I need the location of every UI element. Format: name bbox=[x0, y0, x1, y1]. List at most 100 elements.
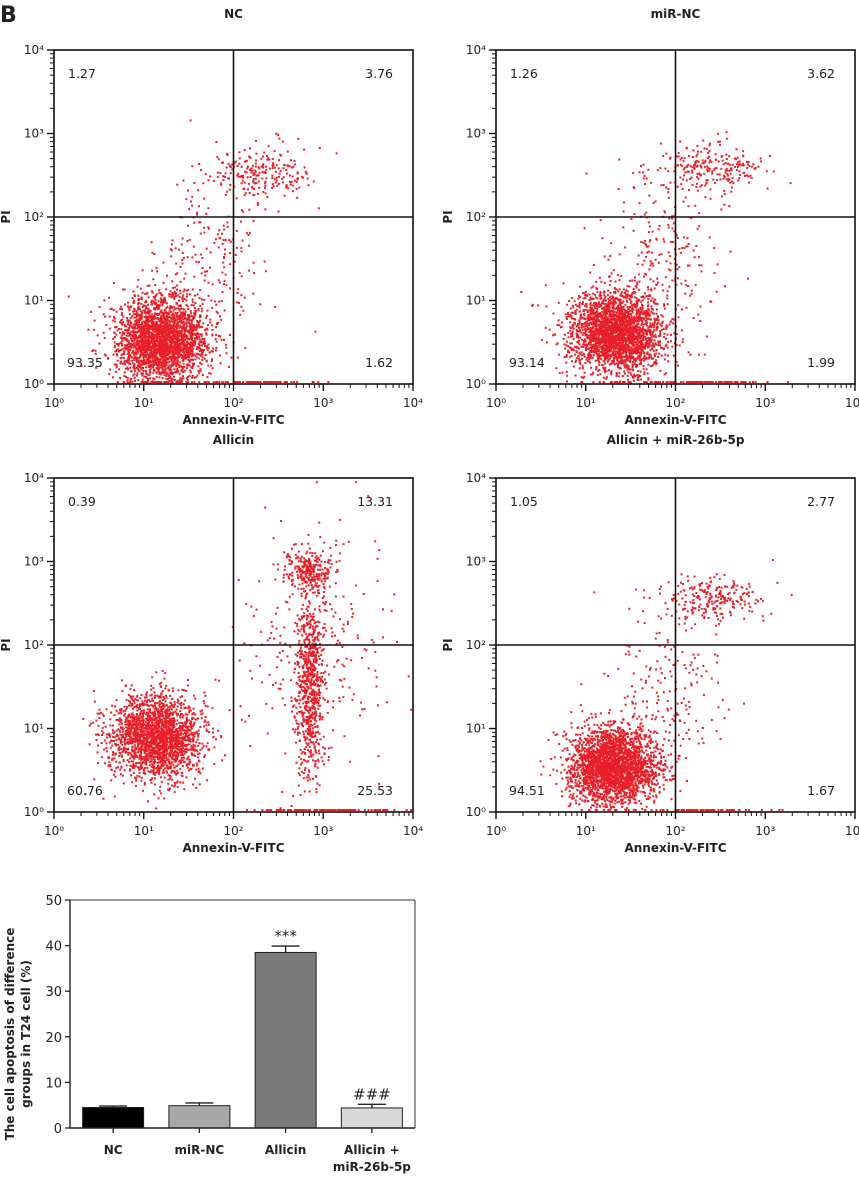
data-point bbox=[665, 328, 667, 330]
data-point bbox=[262, 166, 264, 168]
data-point bbox=[122, 289, 124, 291]
data-point bbox=[162, 313, 164, 315]
data-point bbox=[198, 353, 200, 355]
data-point bbox=[663, 328, 665, 330]
data-point bbox=[215, 326, 217, 328]
data-point bbox=[249, 169, 251, 171]
data-point bbox=[181, 349, 183, 351]
data-point bbox=[204, 345, 206, 347]
data-point bbox=[296, 181, 298, 183]
data-point bbox=[224, 176, 226, 178]
data-point bbox=[187, 352, 189, 354]
data-point bbox=[617, 291, 619, 293]
data-point bbox=[134, 380, 136, 382]
data-point bbox=[179, 373, 181, 375]
data-point bbox=[140, 351, 142, 353]
data-point bbox=[158, 319, 160, 321]
data-point bbox=[158, 305, 160, 307]
data-point bbox=[597, 349, 599, 351]
data-point bbox=[264, 187, 266, 189]
data-point bbox=[190, 334, 192, 336]
data-point bbox=[143, 362, 145, 364]
data-point bbox=[244, 194, 246, 196]
data-point bbox=[638, 341, 640, 343]
data-point bbox=[579, 311, 581, 313]
data-point bbox=[124, 304, 126, 306]
data-point bbox=[167, 381, 169, 383]
data-point bbox=[191, 347, 193, 349]
data-point bbox=[248, 209, 250, 211]
data-point bbox=[156, 381, 158, 383]
data-point bbox=[167, 373, 169, 375]
data-point bbox=[176, 371, 178, 373]
data-point bbox=[225, 381, 227, 383]
data-point bbox=[541, 339, 543, 341]
data-point bbox=[272, 183, 274, 185]
data-point bbox=[178, 332, 180, 334]
data-point bbox=[558, 302, 560, 304]
data-point bbox=[567, 345, 569, 347]
data-point bbox=[585, 309, 587, 311]
data-point bbox=[183, 319, 185, 321]
data-point bbox=[292, 176, 294, 178]
data-point bbox=[290, 381, 292, 383]
data-point bbox=[167, 333, 169, 335]
data-point bbox=[568, 336, 570, 338]
data-point bbox=[179, 362, 181, 364]
data-point bbox=[194, 315, 196, 317]
data-point bbox=[662, 316, 664, 318]
data-point bbox=[103, 332, 105, 334]
data-point bbox=[129, 332, 131, 334]
data-point bbox=[216, 341, 218, 343]
data-point bbox=[131, 370, 133, 372]
data-point bbox=[114, 336, 116, 338]
data-point bbox=[207, 207, 209, 209]
data-point bbox=[632, 369, 634, 371]
data-point bbox=[170, 369, 172, 371]
data-point bbox=[600, 298, 602, 300]
data-point bbox=[220, 184, 222, 186]
data-point bbox=[211, 307, 213, 309]
data-point bbox=[611, 272, 613, 274]
data-point bbox=[275, 182, 277, 184]
data-point bbox=[647, 372, 649, 374]
data-point bbox=[182, 344, 184, 346]
data-point bbox=[151, 252, 153, 254]
data-point bbox=[179, 266, 181, 268]
data-point bbox=[169, 310, 171, 312]
data-point bbox=[248, 270, 250, 272]
data-point bbox=[264, 182, 266, 184]
data-point bbox=[564, 356, 566, 358]
flow-panel-2: miR-NC10⁰10¹10²10³10⁴10⁰10¹10²10³10⁴Anne… bbox=[441, 7, 859, 427]
data-point bbox=[614, 322, 616, 324]
data-point bbox=[240, 247, 242, 249]
data-point bbox=[163, 356, 165, 358]
data-point bbox=[229, 252, 231, 254]
data-point bbox=[114, 345, 116, 347]
data-point bbox=[645, 320, 647, 322]
x-tick-label: 10² bbox=[223, 396, 243, 410]
data-point bbox=[626, 300, 628, 302]
data-point bbox=[177, 357, 179, 359]
data-point bbox=[201, 350, 203, 352]
data-point bbox=[168, 293, 170, 295]
data-point bbox=[169, 374, 171, 376]
data-point bbox=[192, 359, 194, 361]
data-point bbox=[327, 381, 329, 383]
data-point bbox=[200, 355, 202, 357]
data-point bbox=[127, 319, 129, 321]
data-point bbox=[187, 190, 189, 192]
data-point bbox=[148, 330, 150, 332]
data-point bbox=[159, 330, 161, 332]
data-point bbox=[658, 335, 660, 337]
data-point bbox=[276, 164, 278, 166]
data-point bbox=[197, 189, 199, 191]
data-point bbox=[607, 356, 609, 358]
data-point bbox=[605, 378, 607, 380]
data-point bbox=[196, 212, 198, 214]
data-point bbox=[643, 352, 645, 354]
data-point bbox=[178, 366, 180, 368]
data-point bbox=[570, 308, 572, 310]
data-point bbox=[68, 296, 70, 298]
data-point bbox=[260, 158, 262, 160]
